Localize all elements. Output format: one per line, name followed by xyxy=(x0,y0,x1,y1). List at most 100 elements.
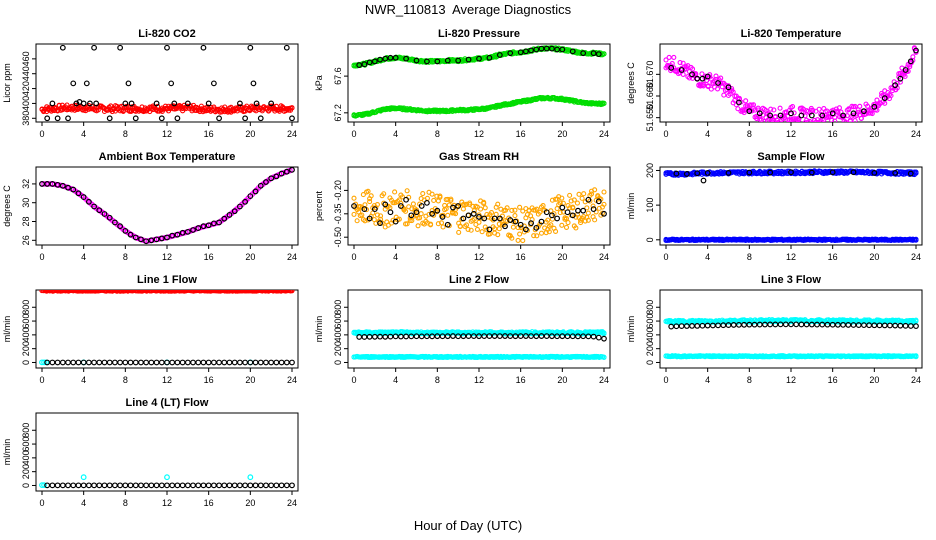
data-point xyxy=(548,222,554,228)
data-point xyxy=(455,57,462,64)
data-point xyxy=(559,222,565,228)
data-point xyxy=(465,56,472,63)
data-point xyxy=(403,55,409,62)
data-point xyxy=(278,359,285,366)
data-point xyxy=(377,333,383,340)
data-point xyxy=(486,333,493,340)
data-point xyxy=(210,482,217,489)
data-point xyxy=(496,226,502,232)
data-point xyxy=(361,206,368,213)
x-tick-label: 0 xyxy=(39,375,44,385)
x-tick-label: 24 xyxy=(599,129,609,139)
data-point xyxy=(424,58,430,65)
data-point xyxy=(195,482,202,489)
data-point xyxy=(70,359,77,366)
data-point xyxy=(736,321,742,328)
data-point xyxy=(371,58,378,65)
data-point xyxy=(247,44,254,51)
data-point xyxy=(283,482,290,489)
series-black-average xyxy=(668,321,919,330)
data-point xyxy=(62,290,68,294)
data-point xyxy=(164,359,170,366)
data-point xyxy=(65,482,71,489)
data-point xyxy=(573,225,579,231)
x-tick-label: 20 xyxy=(557,252,567,262)
data-point xyxy=(440,224,446,230)
data-point xyxy=(96,482,103,489)
data-point xyxy=(902,67,909,73)
data-point xyxy=(913,170,919,176)
data-point xyxy=(468,227,474,233)
data-point xyxy=(403,196,409,203)
data-point xyxy=(741,321,748,328)
data-point xyxy=(268,359,275,366)
data-point xyxy=(754,113,760,119)
data-point xyxy=(843,119,849,122)
y-tick-label: -0.35 xyxy=(333,204,343,225)
data-point xyxy=(484,227,490,233)
plot-area xyxy=(351,45,607,119)
data-point xyxy=(128,100,135,107)
x-tick-label: 24 xyxy=(287,375,297,385)
y-tick-label: 51.660 xyxy=(645,82,655,110)
data-point xyxy=(689,322,695,329)
data-point xyxy=(509,235,515,241)
data-point xyxy=(417,215,423,221)
y-tick-label: 200 xyxy=(645,341,655,356)
series-black-average xyxy=(673,169,914,184)
data-point xyxy=(829,169,836,176)
data-point xyxy=(93,100,100,107)
x-tick-label: 8 xyxy=(123,498,128,508)
data-point xyxy=(382,201,389,208)
data-point xyxy=(549,333,555,340)
data-point xyxy=(247,193,254,200)
plot-frame xyxy=(659,166,923,246)
data-point xyxy=(237,359,243,366)
data-point xyxy=(96,207,103,214)
data-point xyxy=(221,482,228,489)
data-point xyxy=(171,100,178,107)
data-point xyxy=(80,290,86,294)
data-point xyxy=(245,290,251,294)
series-black-standards xyxy=(44,44,295,122)
data-point xyxy=(392,54,399,61)
data-point xyxy=(210,80,217,87)
data-point xyxy=(840,112,846,119)
plot-area xyxy=(39,290,295,366)
data-point xyxy=(252,188,259,195)
data-point xyxy=(798,112,805,119)
data-point xyxy=(553,228,559,234)
data-point xyxy=(59,182,66,189)
series-green-lower xyxy=(351,94,607,119)
x-tick-label: 12 xyxy=(786,129,796,139)
y-tick-label: 0 xyxy=(21,483,31,488)
data-point xyxy=(109,290,115,294)
x-tick-label: 8 xyxy=(747,375,752,385)
data-point xyxy=(563,224,570,230)
x-tick-label: 0 xyxy=(39,498,44,508)
data-point xyxy=(673,170,680,177)
data-point xyxy=(782,321,789,328)
data-point xyxy=(517,333,524,340)
data-point xyxy=(564,209,571,216)
data-point xyxy=(700,81,707,87)
y-tick-label: 200 xyxy=(21,341,31,356)
data-point xyxy=(132,234,139,241)
data-point xyxy=(268,100,275,107)
data-point xyxy=(450,333,456,339)
x-tick-label: 4 xyxy=(393,129,398,139)
data-point xyxy=(559,46,566,53)
data-point xyxy=(861,108,867,115)
y-axis-label: degrees C xyxy=(626,62,636,104)
data-point xyxy=(392,333,399,340)
data-point xyxy=(715,322,721,329)
data-point xyxy=(538,333,545,339)
data-point xyxy=(470,333,477,340)
data-point xyxy=(273,482,280,489)
data-point xyxy=(136,290,142,294)
x-tick-label: 0 xyxy=(663,375,668,385)
data-point xyxy=(59,482,66,489)
data-point xyxy=(377,220,383,227)
